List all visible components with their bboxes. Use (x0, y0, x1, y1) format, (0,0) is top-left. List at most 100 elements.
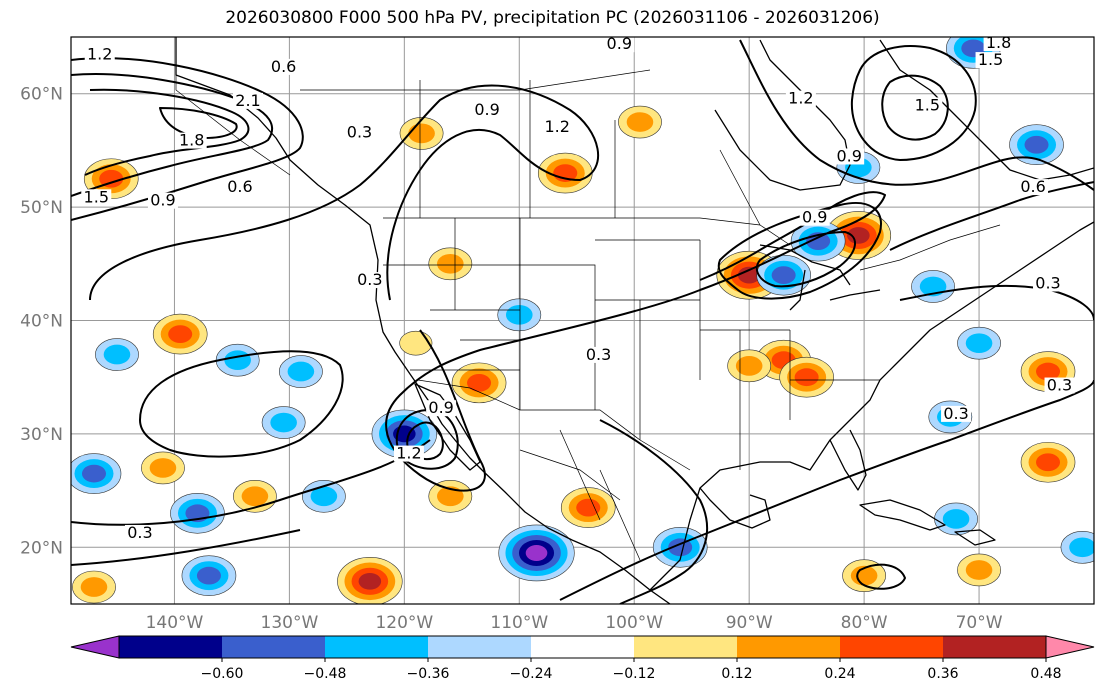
pv-contour-label-bg (393, 445, 424, 462)
precip-level-fill (965, 333, 993, 354)
precip-positive-blob (842, 559, 887, 592)
precip-negative-blob (756, 254, 811, 296)
pv-contour-label-bg (1018, 179, 1049, 196)
precip-positive-blob (337, 557, 403, 604)
pv-contour-label-bg (81, 189, 112, 206)
lat-tick-label: 50°N (20, 198, 63, 218)
colorbar-tick-label: −0.48 (304, 666, 347, 682)
lon-tick-label: 130°W (261, 613, 319, 633)
coastline-arctic-labrador (879, 39, 1094, 181)
map-frame (70, 36, 1095, 605)
pv-contour-label-bg (542, 118, 573, 135)
precip-level-fill (735, 356, 763, 376)
pv-contour-label-bg (983, 37, 1014, 52)
pv-contour-label: 0.3 (586, 345, 611, 364)
pv-contour-label-bg (268, 58, 299, 75)
precip-positive-blob (779, 356, 834, 398)
colorbar-tick-label: 0.12 (721, 666, 752, 682)
colorbar-extend-low (70, 635, 120, 659)
precip-positive-blob (399, 117, 444, 150)
precipitation-pc-fill (71, 37, 1094, 604)
coastline-cuba (859, 499, 946, 531)
pv-contour-label-bg (354, 272, 385, 289)
precip-level-fill (626, 112, 654, 132)
pv-contour-alaska-max (159, 107, 238, 139)
precip-level-fill (1036, 453, 1061, 472)
pv-contour-label-bg (344, 124, 375, 141)
border-us-canada (383, 217, 1001, 271)
pv-contour-label: 1.2 (87, 44, 112, 63)
precip-level-fill (1024, 135, 1049, 154)
precip-level-fill (80, 577, 108, 597)
precip-level-fill (505, 304, 533, 325)
pv-contour-label: 0.3 (1047, 376, 1072, 395)
pv-contour-label: 0.6 (271, 57, 296, 76)
pv-contour-label: 1.5 (978, 50, 1003, 69)
precip-level-fill (168, 325, 193, 343)
pv-contour-label-bg (834, 148, 865, 165)
precip-level-fill (270, 412, 297, 433)
pv-contour-labels: 1.20.62.11.81.5 0.90.60.30.91.20.9 1.81.51… (81, 37, 1075, 542)
precip-level-fill (771, 266, 796, 285)
coastline-gulf-of-mexico (649, 221, 1094, 591)
precip-positive-blob (428, 247, 473, 281)
political-borders (175, 37, 1001, 561)
pv-contour-mexico (599, 419, 709, 604)
pv-contour-label-bg (1044, 377, 1075, 394)
pv-contour-label-bg (1033, 275, 1064, 292)
pv-contour-label: 2.1 (235, 91, 260, 110)
pv-contour-label-bg (912, 97, 943, 114)
pv-contour-labrador-inner (881, 74, 949, 141)
precip-level-fill (224, 350, 251, 371)
pv-contour-label: 0.3 (127, 523, 152, 542)
pv-contour-hudson (739, 39, 1094, 191)
precip-negative-blob (301, 479, 346, 513)
precip-negative-blob (498, 524, 575, 582)
precip-level-fill (358, 572, 382, 590)
pv-contour-caribbean (856, 563, 906, 590)
pv-contour-label: 1.5 (915, 95, 940, 114)
precip-level-fill (99, 169, 124, 188)
precip-level-fill (81, 464, 106, 483)
longitude-tick-labels: 140°W 130°W 120°W 110°W 100°W 90°W 80°W 70°W (146, 613, 1003, 633)
precip-positive-blob (537, 152, 593, 194)
colorbar-tick-label: −0.24 (510, 666, 553, 682)
precip-negative-blob (1060, 531, 1094, 564)
pv-contour-label: 0.3 (943, 404, 968, 423)
pv-contour-label: 1.2 (788, 89, 813, 108)
pv-contour-subtropical (559, 379, 1094, 601)
lon-tick-label: 120°W (375, 613, 433, 633)
colorbar-segment (222, 636, 325, 658)
colorbar-tick-label: −0.60 (201, 666, 244, 682)
pv-contour-label: 0.6 (227, 177, 252, 196)
precip-level-fill (668, 538, 693, 557)
latitude-tick-labels: 60°N 50°N 40°N 30°N 20°N (20, 85, 63, 559)
border-us-states (383, 218, 880, 470)
precip-negative-blob (652, 526, 708, 568)
pv-contour-label-bg (176, 132, 207, 149)
pv-contour-great-lakes-inner (755, 231, 856, 288)
pv-contour-label-bg (233, 92, 264, 109)
precip-level-fill (399, 330, 433, 356)
precip-negative-blob (911, 270, 955, 303)
precip-positive-blob (399, 330, 433, 356)
precip-negative-blob (1009, 124, 1064, 166)
precip-level-fill (241, 486, 269, 507)
precip-level-fill (942, 509, 970, 529)
pv-contour-label: 0.9 (428, 398, 453, 417)
pv-contour-label-bg (604, 37, 635, 53)
lon-tick-label: 140°W (146, 613, 204, 633)
pv-contour-label: 0.6 (1020, 177, 1045, 196)
pv-contour-label: 1.2 (544, 117, 569, 136)
precip-level-fill (847, 227, 870, 244)
pv-contour-pacific-north (89, 84, 599, 301)
pv-contour-label-bg (224, 179, 255, 196)
pv-contour-label-bg (941, 405, 972, 422)
precip-positive-blob (152, 313, 208, 355)
colorbar-frame (118, 635, 1047, 659)
pv-contour-alaska-inner (71, 73, 273, 197)
lon-tick-label: 70°W (956, 613, 1003, 633)
precip-negative-blob (261, 406, 306, 439)
coastline-west-north-america (175, 37, 671, 604)
